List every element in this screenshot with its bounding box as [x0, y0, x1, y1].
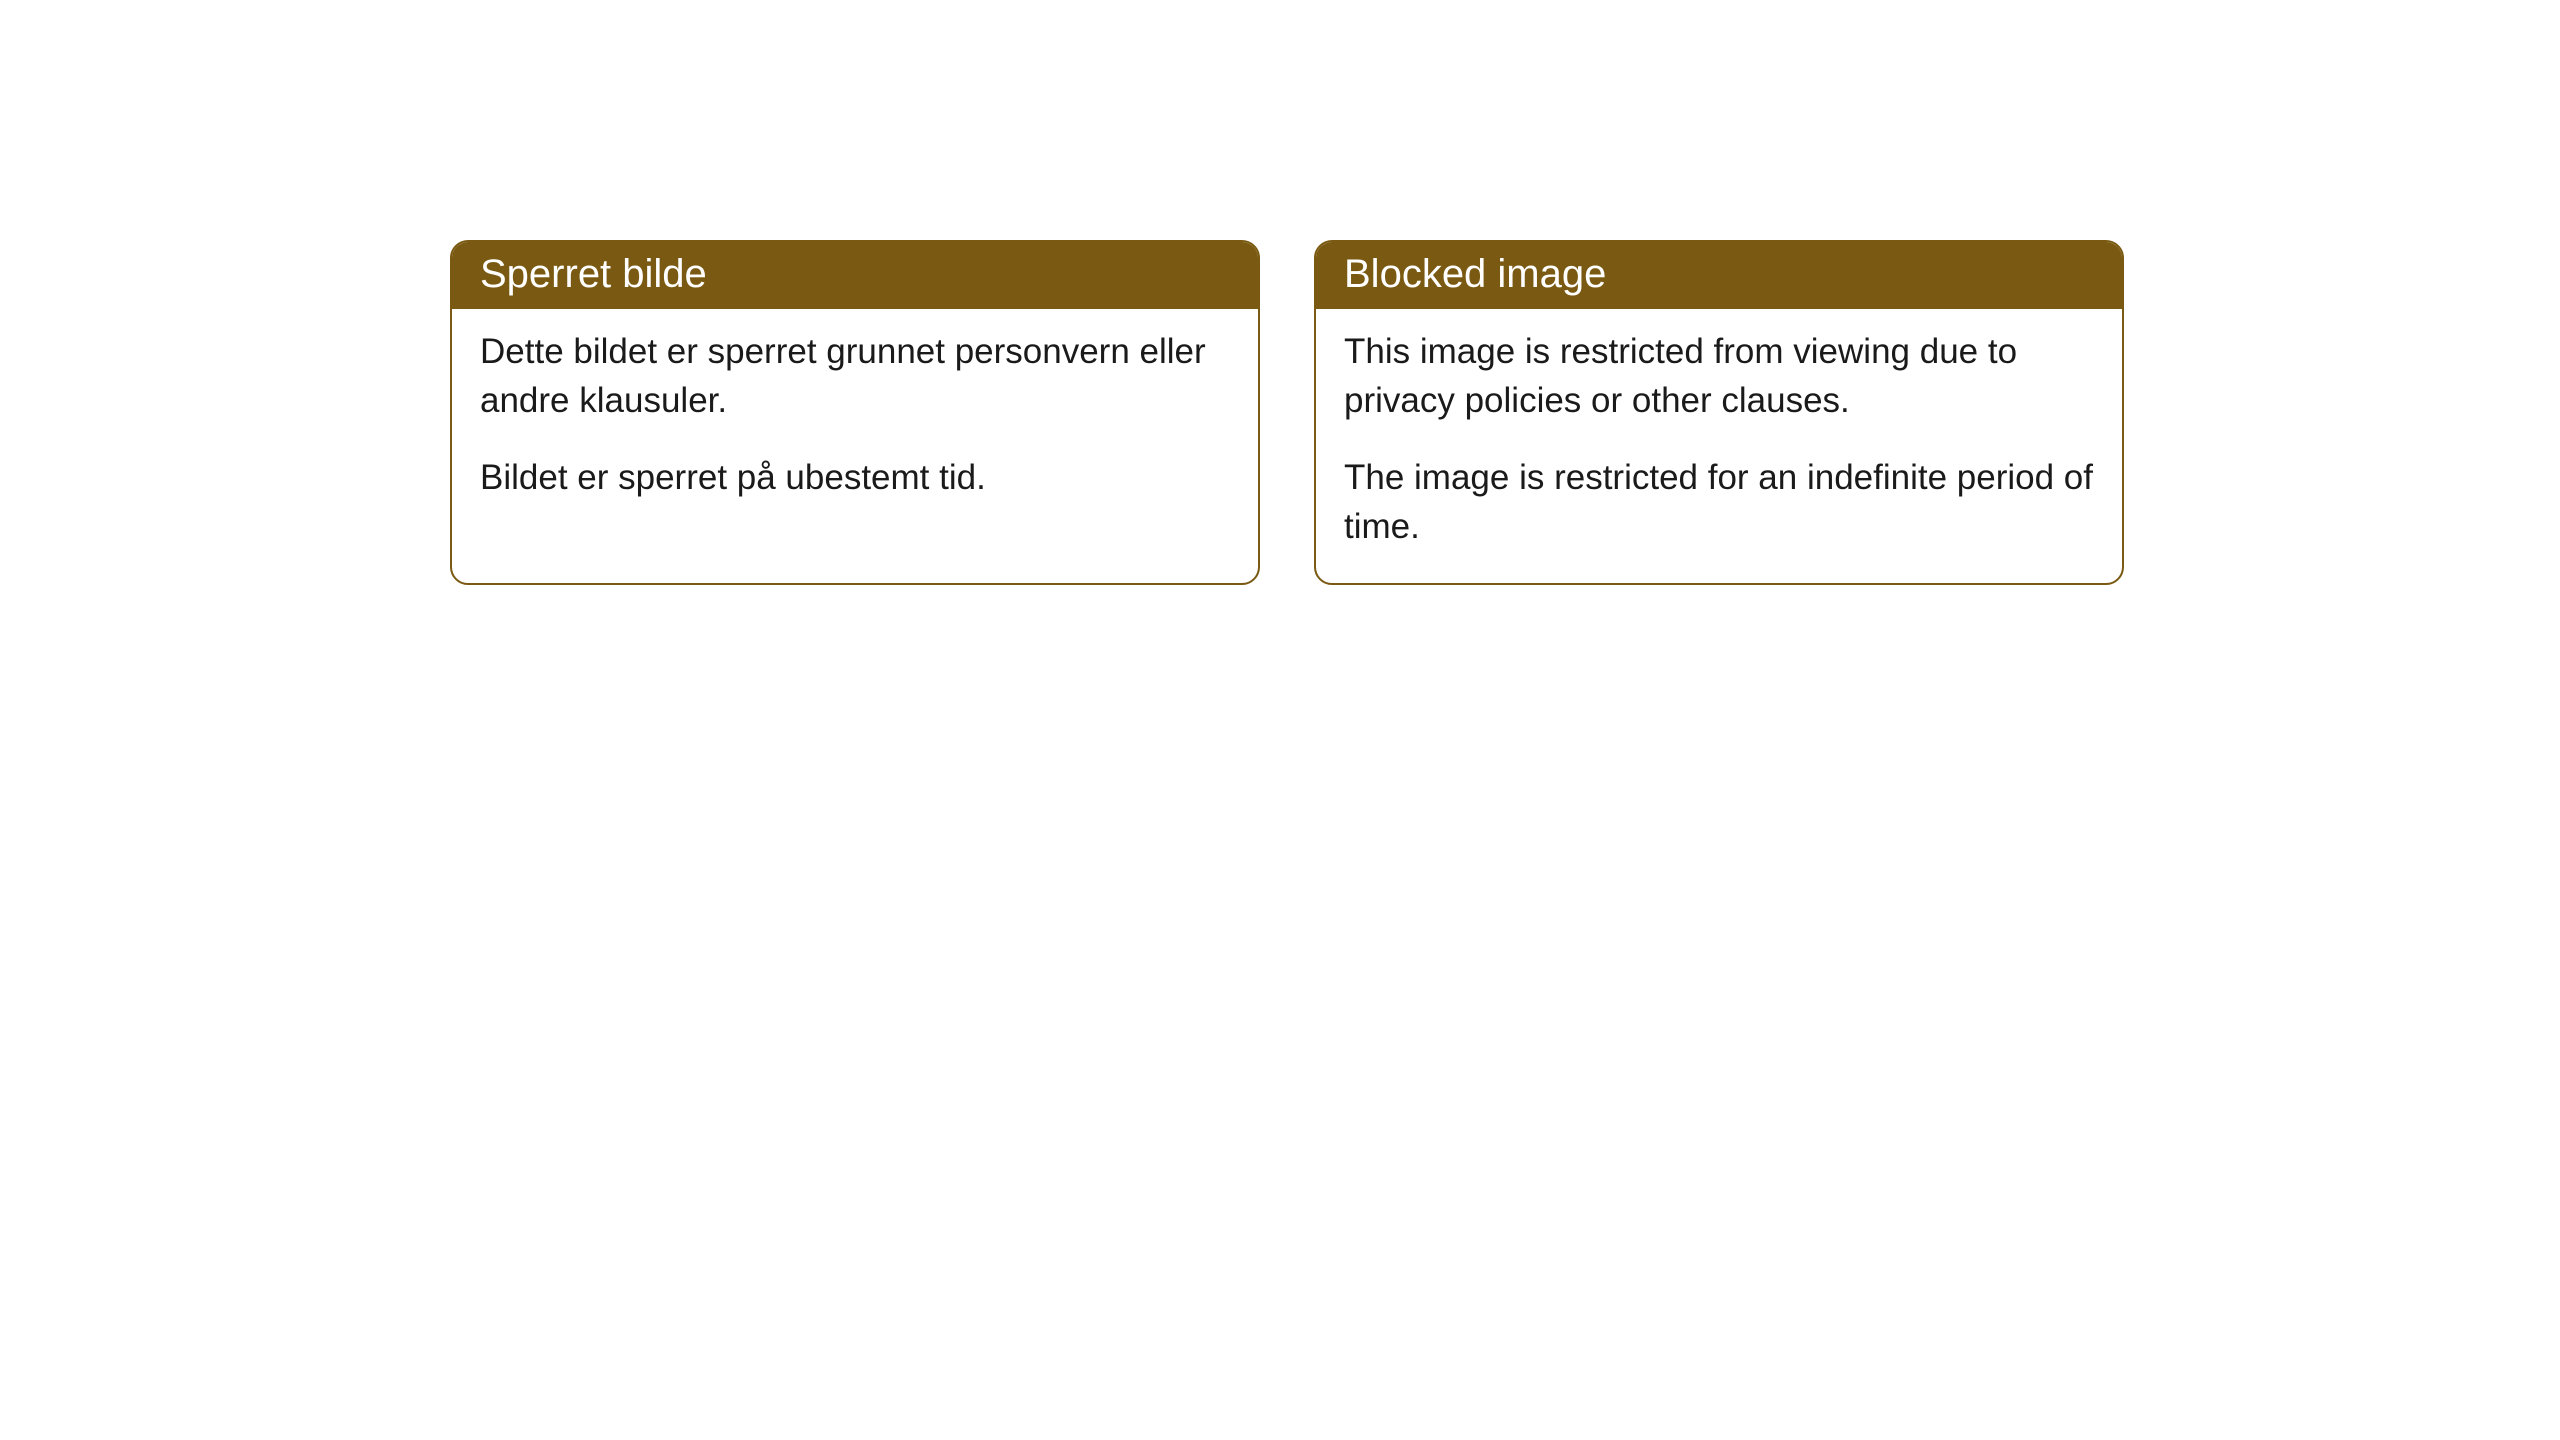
blocked-image-card-english: Blocked image This image is restricted f…: [1314, 240, 2124, 585]
card-body-norwegian: Dette bildet er sperret grunnet personve…: [452, 309, 1258, 534]
card-header-norwegian: Sperret bilde: [452, 242, 1258, 309]
card-paragraph-1-english: This image is restricted from viewing du…: [1344, 327, 2094, 425]
card-body-english: This image is restricted from viewing du…: [1316, 309, 2122, 583]
card-paragraph-1-norwegian: Dette bildet er sperret grunnet personve…: [480, 327, 1230, 425]
card-paragraph-2-english: The image is restricted for an indefinit…: [1344, 453, 2094, 551]
card-header-english: Blocked image: [1316, 242, 2122, 309]
blocked-image-card-norwegian: Sperret bilde Dette bildet er sperret gr…: [450, 240, 1260, 585]
card-paragraph-2-norwegian: Bildet er sperret på ubestemt tid.: [480, 453, 1230, 502]
notice-cards-container: Sperret bilde Dette bildet er sperret gr…: [450, 240, 2124, 585]
